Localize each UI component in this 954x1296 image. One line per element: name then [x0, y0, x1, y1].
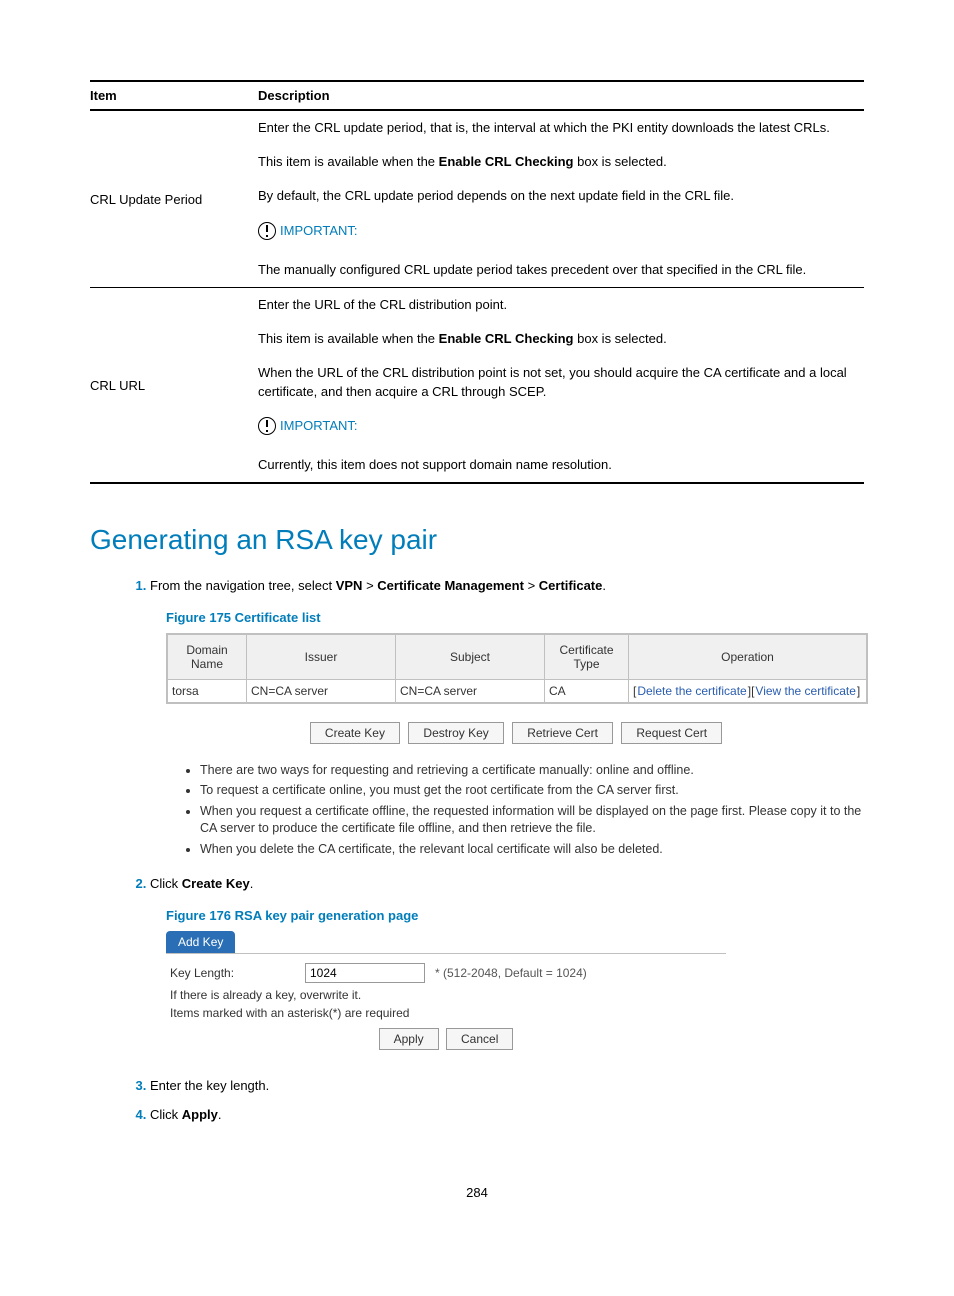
apply-button[interactable]: Apply: [379, 1028, 439, 1050]
cert-button-row: Create Key Destroy Key Retrieve Cert Req…: [166, 722, 866, 744]
list-item: When you request a certificate offline, …: [200, 803, 864, 838]
page-number: 284: [90, 1185, 864, 1200]
col-issuer: Issuer: [247, 634, 396, 679]
section-heading: Generating an RSA key pair: [90, 524, 864, 556]
view-cert-link[interactable]: View the certificate: [755, 684, 856, 698]
desc-text: When the URL of the CRL distribution poi…: [258, 356, 864, 408]
delete-cert-link[interactable]: Delete the certificate: [637, 684, 746, 698]
col-domain: Domain Name: [168, 634, 247, 679]
figure-176-caption: Figure 176 RSA key pair generation page: [166, 908, 864, 923]
th-desc: Description: [258, 81, 864, 110]
desc-text: Enter the URL of the CRL distribution po…: [258, 288, 864, 322]
list-item: When you delete the CA certificate, the …: [200, 841, 864, 859]
important-icon: [258, 222, 276, 240]
desc-text: Currently, this item does not support do…: [258, 448, 864, 482]
item-cell: CRL Update Period: [90, 110, 258, 288]
destroy-key-button[interactable]: Destroy Key: [408, 722, 503, 744]
key-length-label: Key Length:: [170, 966, 305, 980]
col-subject: Subject: [396, 634, 545, 679]
key-length-hint: * (512-2048, Default = 1024): [435, 966, 587, 980]
desc-text: Enter the CRL update period, that is, th…: [258, 111, 864, 145]
cancel-button[interactable]: Cancel: [446, 1028, 513, 1050]
overwrite-note: If there is already a key, overwrite it.: [170, 986, 722, 1004]
notes-list: There are two ways for requesting and re…: [200, 762, 864, 859]
desc-text: By default, the CRL update period depend…: [258, 179, 864, 213]
important-label: IMPORTANT:: [258, 214, 864, 253]
add-key-tab[interactable]: Add Key: [166, 931, 235, 953]
desc-text: The manually configured CRL update perio…: [258, 253, 864, 287]
figure-175-caption: Figure 175 Certificate list: [166, 610, 864, 625]
create-key-button[interactable]: Create Key: [310, 722, 400, 744]
step-2: Click Create Key.: [150, 874, 864, 894]
required-note: Items marked with an asterisk(*) are req…: [170, 1004, 722, 1022]
certificate-list-screenshot: Domain Name Issuer Subject Certificate T…: [166, 633, 868, 704]
step-1: From the navigation tree, select VPN > C…: [150, 576, 864, 596]
important-icon: [258, 417, 276, 435]
request-cert-button[interactable]: Request Cert: [621, 722, 722, 744]
item-cell: CRL URL: [90, 288, 258, 484]
config-table: Item Description CRL Update PeriodEnter …: [90, 80, 864, 484]
desc-text: This item is available when the Enable C…: [258, 145, 864, 179]
retrieve-cert-button[interactable]: Retrieve Cert: [512, 722, 613, 744]
step-4: Click Apply.: [150, 1105, 864, 1125]
col-op: Operation: [629, 634, 867, 679]
th-item: Item: [90, 81, 258, 110]
list-item: To request a certificate online, you mus…: [200, 782, 864, 800]
step-3: Enter the key length.: [150, 1076, 864, 1096]
table-row: torsa CN=CA server CN=CA server CA [Dele…: [168, 679, 867, 702]
add-key-screenshot: Add Key Key Length: * (512-2048, Default…: [166, 931, 726, 1056]
key-length-input[interactable]: [305, 963, 425, 983]
desc-text: This item is available when the Enable C…: [258, 322, 864, 356]
col-type: Certificate Type: [545, 634, 629, 679]
desc-cell: Enter the CRL update period, that is, th…: [258, 110, 864, 288]
desc-cell: Enter the URL of the CRL distribution po…: [258, 288, 864, 484]
list-item: There are two ways for requesting and re…: [200, 762, 864, 780]
important-label: IMPORTANT:: [258, 409, 864, 448]
